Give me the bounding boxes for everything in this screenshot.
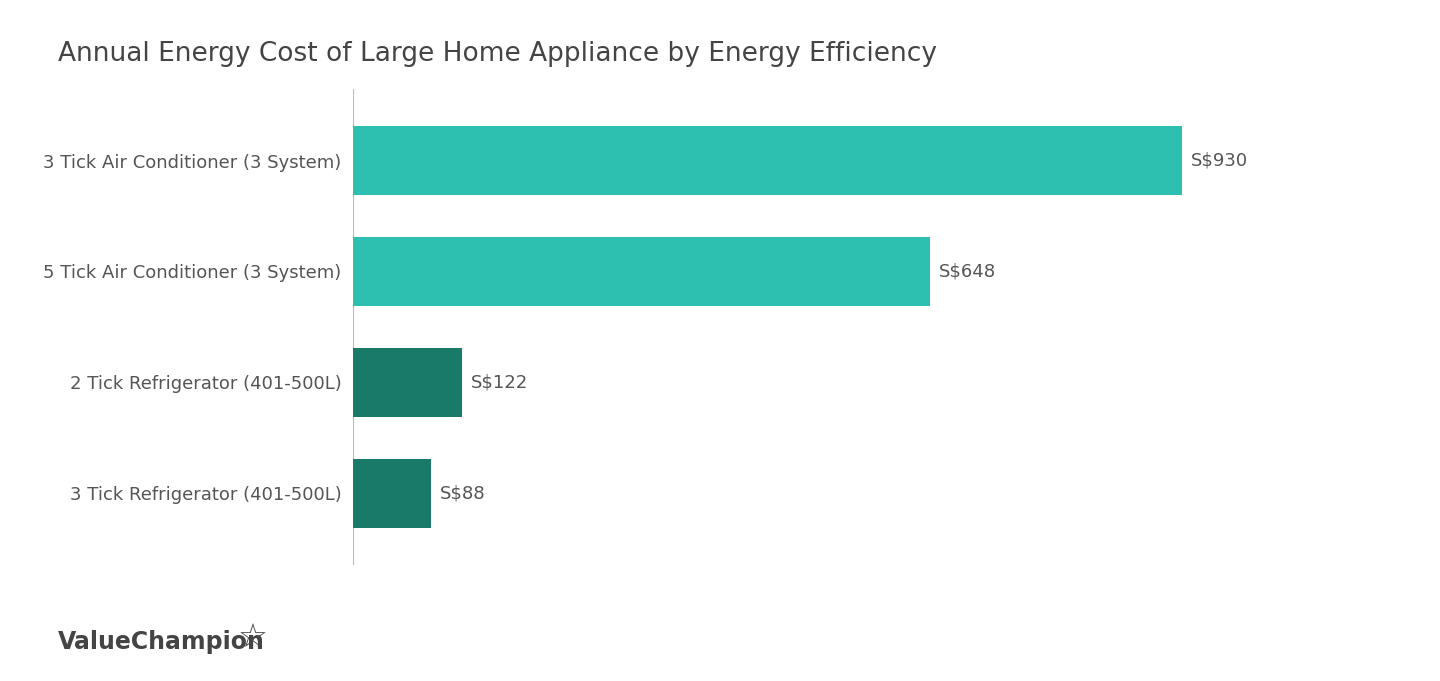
Text: ValueChampion: ValueChampion: [58, 630, 265, 654]
Bar: [353, 348, 462, 417]
Text: S$122: S$122: [471, 373, 527, 392]
Text: S$648: S$648: [939, 262, 996, 281]
Text: S$930: S$930: [1191, 152, 1248, 170]
Text: ☆: ☆: [238, 622, 268, 655]
Bar: [353, 126, 1182, 195]
Bar: [353, 237, 930, 306]
Text: S$88: S$88: [441, 484, 485, 502]
Text: Annual Energy Cost of Large Home Appliance by Energy Efficiency: Annual Energy Cost of Large Home Applian…: [58, 41, 936, 67]
Bar: [353, 459, 431, 528]
